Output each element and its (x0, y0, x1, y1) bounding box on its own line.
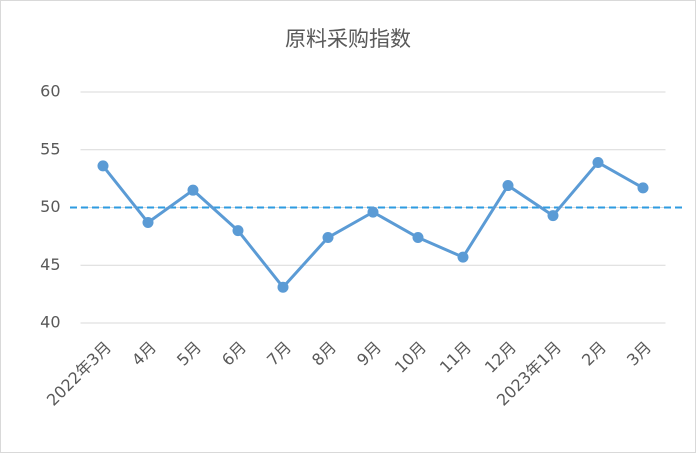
data-point (322, 232, 334, 244)
y-tick-label: 60 (40, 82, 60, 101)
chart-title: 原料采购指数 (285, 27, 411, 51)
data-point (637, 182, 649, 194)
data-point (547, 210, 559, 222)
data-point (592, 156, 604, 168)
data-point (277, 281, 289, 293)
data-point (232, 225, 244, 237)
y-tick-label: 45 (40, 255, 60, 274)
data-point (187, 184, 199, 196)
data-point (502, 180, 514, 192)
data-point (97, 160, 109, 172)
data-point (412, 232, 424, 244)
y-tick-label: 40 (40, 313, 60, 332)
data-point (142, 217, 154, 229)
y-tick-label: 55 (40, 139, 60, 158)
data-point (367, 206, 379, 218)
y-tick-label: 50 (40, 197, 60, 216)
data-point (457, 251, 469, 263)
